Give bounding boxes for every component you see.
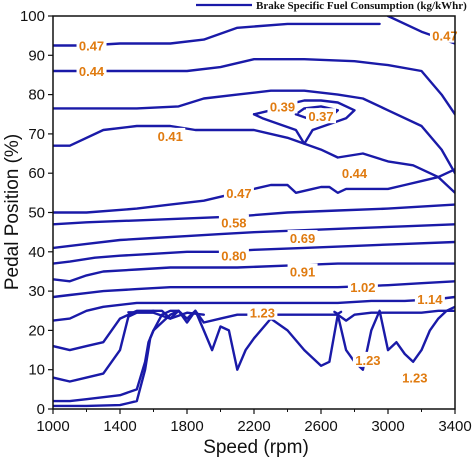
contour-label-0_39: 0.39 — [270, 99, 295, 114]
contour-label-bg — [287, 263, 318, 279]
y-tick-label: 90 — [28, 47, 45, 64]
contour-line-0_58-8 — [53, 203, 455, 226]
contour-line-0_69-9 — [53, 223, 455, 250]
legend-label: Brake Specific Fuel Consumption (kg/kWhr… — [256, 0, 467, 12]
contour-label-bg — [223, 184, 254, 200]
contour-line-0_80-10 — [53, 240, 455, 265]
x-tick-label: 1800 — [170, 418, 203, 435]
contour-label-bg — [267, 98, 298, 114]
contour-label-bg — [306, 108, 336, 124]
contour-label-bg — [218, 214, 249, 230]
contour-label-1_02: 1.02 — [350, 280, 375, 295]
contour-label-1_14: 1.14 — [417, 292, 443, 307]
contour-label-bg — [339, 165, 370, 181]
contour-label-0_47: 0.47 — [79, 38, 104, 53]
contour-label-0_69: 0.69 — [290, 231, 315, 246]
contour-line-0_44-2 — [53, 58, 455, 116]
contour-line-1_23-16 — [53, 309, 180, 403]
contour-lines — [53, 16, 455, 408]
contour-line-0_41-4 — [53, 124, 455, 195]
contour-label-0_41: 0.41 — [158, 129, 183, 144]
y-tick-label: 50 — [28, 205, 45, 222]
contour-label-bg — [155, 127, 186, 143]
contour-line-1_02-12 — [53, 280, 455, 299]
contour-line-1_14-13 — [53, 295, 455, 322]
contour-line-0_47-7 — [53, 168, 455, 214]
x-tick-label: 2600 — [304, 418, 337, 435]
contour-label-0_44: 0.44 — [342, 166, 368, 181]
contour-label-1_23: 1.23 — [355, 353, 380, 368]
contour-label-bg — [414, 290, 445, 306]
contour-line-0_41-3 — [53, 89, 455, 175]
contour-label-bg — [247, 304, 278, 320]
x-axis-ticks: 1000 1400 1800 2200 2600 3000 3400 — [36, 409, 472, 435]
contour-line-1_23-17 — [53, 305, 455, 408]
contour-label-1_23: 1.23 — [402, 371, 427, 386]
contour-label-bg — [399, 369, 430, 385]
contour-line-fragment-19 — [333, 310, 343, 316]
contour-label-bg — [347, 279, 378, 295]
y-tick-label: 100 — [20, 8, 45, 25]
y-tick-label: 70 — [28, 126, 45, 143]
y-tick-label: 80 — [28, 87, 45, 104]
y-tick-label: 30 — [28, 283, 45, 300]
contour-line-0_91-11 — [53, 262, 455, 283]
y-tick-label: 10 — [28, 362, 45, 379]
contour-label-0_80: 0.80 — [221, 249, 246, 264]
contour-label-bg — [76, 37, 107, 53]
y-tick-label: 60 — [28, 165, 45, 182]
contour-label-bg — [287, 230, 318, 246]
y-tick-label: 20 — [28, 322, 45, 339]
x-tick-label: 3400 — [438, 418, 471, 435]
contour-label-bg — [76, 63, 107, 79]
x-tick-label: 1400 — [103, 418, 136, 435]
y-axis-ticks: 0 10 20 30 40 50 60 70 80 90 100 — [20, 8, 53, 418]
x-tick-label: 2200 — [237, 418, 270, 435]
x-tick-label: 1000 — [36, 418, 69, 435]
y-tick-label: 0 — [37, 401, 45, 418]
legend: Brake Specific Fuel Consumption (kg/kWhr… — [196, 0, 467, 12]
x-axis-title: Speed (rpm) — [203, 437, 309, 458]
contour-label-0_37: 0.37 — [308, 109, 333, 124]
y-axis-title: Pedal Position (%) — [2, 134, 23, 290]
contour-labels: 0.47 0.47 0.44 0.39 0.37 0.41 0.44 0.47 0.58 0.69… — [76, 27, 460, 386]
y-tick-label: 40 — [28, 244, 45, 261]
contour-label-0_47: 0.47 — [432, 29, 457, 44]
plot-frame — [52, 15, 456, 410]
contour-label-0_47: 0.47 — [226, 186, 251, 201]
contour-label-bg — [218, 247, 249, 263]
contour-label-0_44: 0.44 — [79, 64, 105, 79]
x-tick-label: 3000 — [371, 418, 404, 435]
contour-label-bg — [429, 27, 460, 43]
contour-line-fragment-18 — [127, 309, 155, 314]
contour-label-0_91: 0.91 — [290, 264, 315, 279]
contour-line-1_23-15 — [53, 311, 206, 383]
contour-label-0_58: 0.58 — [221, 215, 246, 230]
contour-label-1_23: 1.23 — [250, 306, 275, 321]
contour-label-bg — [352, 351, 383, 367]
